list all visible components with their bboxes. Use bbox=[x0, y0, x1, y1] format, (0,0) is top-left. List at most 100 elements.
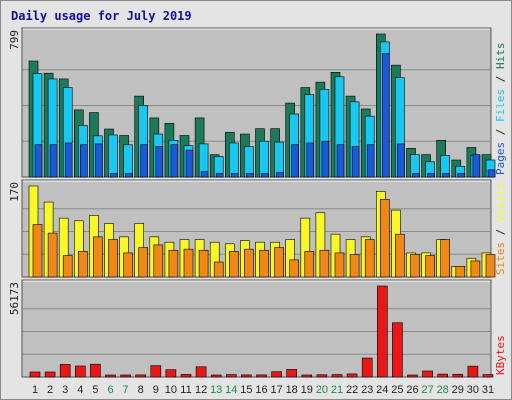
max-value-label-kbytes: 56173 bbox=[8, 282, 21, 315]
max-value-label-visits-sites: 170 bbox=[8, 182, 21, 202]
bar-files-day-16 bbox=[259, 140, 269, 178]
legend-item-files: Files bbox=[494, 89, 507, 122]
day-label-4: 4 bbox=[77, 384, 83, 396]
bar-pages-day-1 bbox=[34, 144, 43, 178]
bar-kbytes-day-15 bbox=[241, 374, 252, 378]
day-label-7: 7 bbox=[123, 384, 129, 396]
bar-kbytes-day-17 bbox=[271, 371, 282, 378]
bar-sites-day-26 bbox=[410, 254, 420, 278]
bar-kbytes-day-27 bbox=[422, 370, 433, 378]
day-label-9: 9 bbox=[153, 384, 159, 396]
bar-sites-day-13 bbox=[213, 261, 224, 278]
bar-sites-day-19 bbox=[304, 251, 315, 278]
bar-files-day-15 bbox=[244, 146, 254, 178]
day-label-18: 18 bbox=[286, 384, 298, 396]
bar-kbytes-day-25 bbox=[392, 322, 403, 378]
bar-kbytes-day-24 bbox=[376, 285, 388, 378]
bar-pages-day-8 bbox=[140, 144, 148, 178]
legend-visits-sites: Sites / Visits bbox=[494, 182, 507, 275]
bar-sites-day-5 bbox=[93, 236, 103, 278]
bar-files-day-7 bbox=[123, 144, 133, 178]
day-label-5: 5 bbox=[92, 384, 98, 396]
day-label-1: 1 bbox=[32, 384, 38, 396]
day-label-25: 25 bbox=[391, 384, 403, 396]
bar-pages-day-12 bbox=[200, 171, 209, 178]
day-label-14: 14 bbox=[225, 384, 237, 396]
bar-pages-day-3 bbox=[64, 142, 73, 178]
day-label-13: 13 bbox=[210, 384, 222, 396]
bar-pages-day-4 bbox=[80, 144, 88, 178]
bar-pages-day-29 bbox=[457, 173, 466, 178]
bar-kbytes-day-31 bbox=[482, 374, 494, 378]
day-label-17: 17 bbox=[270, 384, 282, 396]
bar-kbytes-day-8 bbox=[135, 374, 146, 378]
bar-kbytes-day-6 bbox=[105, 374, 116, 378]
bar-kbytes-day-29 bbox=[452, 373, 464, 378]
bar-kbytes-day-12 bbox=[195, 366, 207, 378]
bar-sites-day-25 bbox=[395, 233, 405, 278]
bar-pages-day-31 bbox=[487, 169, 496, 178]
bar-pages-day-30 bbox=[472, 154, 481, 178]
day-label-12: 12 bbox=[195, 384, 207, 396]
bar-kbytes-day-18 bbox=[286, 369, 298, 378]
bar-sites-day-14 bbox=[229, 251, 239, 278]
bar-pages-day-16 bbox=[261, 173, 269, 178]
bar-pages-day-26 bbox=[412, 173, 420, 178]
bar-sites-day-11 bbox=[183, 248, 194, 278]
day-label-16: 16 bbox=[255, 384, 267, 396]
bar-kbytes-day-4 bbox=[75, 365, 86, 378]
bar-pages-day-27 bbox=[427, 173, 435, 178]
bar-sites-day-9 bbox=[153, 244, 164, 278]
bar-sites-day-27 bbox=[425, 255, 435, 278]
day-label-2: 2 bbox=[47, 384, 53, 396]
day-label-27: 27 bbox=[421, 384, 433, 396]
legend-separator: / bbox=[494, 222, 507, 242]
day-label-24: 24 bbox=[376, 384, 388, 396]
day-label-11: 11 bbox=[180, 384, 191, 396]
bar-pages-day-23 bbox=[366, 144, 375, 178]
bar-sites-day-23 bbox=[364, 239, 375, 278]
max-value-label-hits-files-pages: 799 bbox=[8, 30, 21, 50]
bar-sites-day-16 bbox=[259, 249, 269, 278]
chart-title: Daily usage for July 2019 bbox=[11, 9, 192, 23]
bar-pages-day-7 bbox=[125, 173, 133, 178]
bar-pages-day-6 bbox=[110, 173, 118, 178]
day-label-15: 15 bbox=[240, 384, 252, 396]
bar-kbytes-day-9 bbox=[150, 365, 162, 378]
bar-kbytes-day-22 bbox=[346, 373, 358, 378]
legend-kbytes: KBytes bbox=[494, 335, 507, 375]
bar-pages-day-21 bbox=[336, 144, 345, 178]
bar-sites-day-15 bbox=[244, 248, 254, 278]
bar-sites-day-31 bbox=[485, 254, 496, 278]
day-label-10: 10 bbox=[165, 384, 177, 396]
bar-sites-day-21 bbox=[334, 252, 345, 278]
bar-sites-day-12 bbox=[198, 249, 209, 278]
bar-pages-day-22 bbox=[351, 146, 360, 178]
legend-separator: / bbox=[494, 69, 507, 89]
bar-sites-day-8 bbox=[138, 247, 148, 278]
bar-kbytes-day-30 bbox=[467, 365, 479, 378]
day-label-31: 31 bbox=[482, 384, 494, 396]
bar-kbytes-day-2 bbox=[44, 371, 56, 378]
day-label-20: 20 bbox=[316, 384, 328, 396]
bar-pages-day-20 bbox=[321, 140, 330, 178]
day-label-6: 6 bbox=[107, 384, 113, 396]
bar-kbytes-day-11 bbox=[180, 374, 192, 378]
bar-kbytes-day-13 bbox=[210, 374, 222, 378]
bar-pages-day-9 bbox=[155, 146, 164, 178]
bar-kbytes-day-1 bbox=[29, 371, 41, 378]
bar-sites-day-7 bbox=[123, 252, 133, 278]
bar-pages-day-14 bbox=[231, 173, 239, 178]
day-label-8: 8 bbox=[138, 384, 144, 396]
bar-sites-day-1 bbox=[32, 224, 43, 278]
day-label-26: 26 bbox=[406, 384, 418, 396]
bar-kbytes-day-14 bbox=[226, 374, 237, 378]
bar-kbytes-day-20 bbox=[316, 374, 328, 378]
bar-kbytes-day-28 bbox=[437, 373, 449, 378]
bar-pages-day-13 bbox=[215, 173, 224, 178]
bar-kbytes-day-23 bbox=[361, 357, 373, 378]
legend-item-pages: Pages bbox=[494, 142, 507, 175]
legend-item-visits: Visits bbox=[494, 182, 507, 222]
bar-pages-day-10 bbox=[170, 144, 179, 178]
